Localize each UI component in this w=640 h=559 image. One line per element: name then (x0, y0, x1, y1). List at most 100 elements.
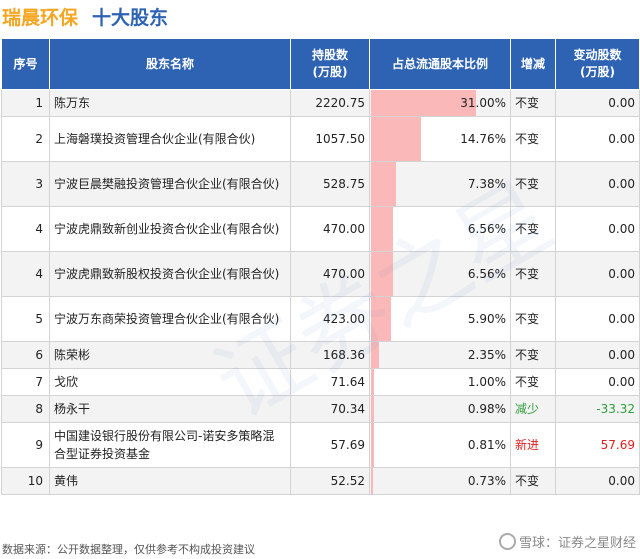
cell-rank: 9 (1, 422, 50, 468)
ratio-bar (371, 369, 375, 395)
cell-ratio: 0.73% (369, 467, 511, 495)
cell-delta: 0.00 (555, 296, 640, 342)
footer-source: 数据来源：公开数据整理，仅供参考不构成投资建议 (2, 543, 255, 556)
cell-rank: 4 (1, 251, 50, 297)
ratio-bar (371, 207, 394, 251)
col-delta[interactable]: 变动股数 (万股) (555, 38, 640, 90)
cell-delta: 0.00 (555, 89, 640, 117)
cell-shares: 470.00 (290, 206, 370, 252)
table-row[interactable]: 3 宁波巨晨樊融投资管理合伙企业(有限合伙) 528.75 7.38% 不变 0.00 (1, 161, 640, 207)
cell-shares: 2220.75 (290, 89, 370, 117)
cell-change: 不变 (510, 206, 556, 252)
cell-change: 不变 (510, 296, 556, 342)
table-row[interactable]: 5 宁波万东商荣投资管理合伙企业(有限合伙) 423.00 5.90% 不变 0.00 (1, 296, 640, 342)
col-rank[interactable]: 序号 (1, 38, 50, 90)
ratio-value: 14.76% (460, 132, 506, 146)
ratio-value: 6.56% (467, 222, 506, 236)
ratio-value: 0.81% (467, 438, 506, 452)
ratio-bar (371, 342, 379, 368)
ratio-bar (371, 162, 396, 206)
cell-delta: 0.00 (555, 467, 640, 495)
table-row[interactable]: 4 宁波虎鼎致新创业投资合伙企业(有限合伙) 470.00 6.56% 不变 0.00 (1, 206, 640, 252)
col-name[interactable]: 股东名称 (49, 38, 291, 90)
company-name: 瑞晨环保 (2, 7, 79, 29)
cell-change: 不变 (510, 251, 556, 297)
table-row[interactable]: 1 陈万东 2220.75 31.00% 不变 0.00 (1, 89, 640, 117)
cell-delta: -33.32 (555, 395, 640, 423)
cell-change: 不变 (510, 467, 556, 495)
table-row[interactable]: 9 中国建设银行股份有限公司-诺安多策略混合型证券投资基金 57.69 0.81% 新进… (1, 422, 640, 468)
cell-name: 宁波巨晨樊融投资管理合伙企业(有限合伙) (49, 161, 291, 207)
footer-brand: 雪球：证券之星财经 (498, 532, 636, 551)
cell-rank: 4 (1, 206, 50, 252)
cell-shares: 1057.50 (290, 116, 370, 162)
cell-name: 黄伟 (49, 467, 291, 495)
cell-name: 上海磐璞投资管理合伙企业(有限合伙) (49, 116, 291, 162)
ratio-value: 7.38% (467, 177, 506, 191)
cell-shares: 528.75 (290, 161, 370, 207)
shareholder-table: 序号 股东名称 持股数 (万股) 占总流通股本比例 增减 变动股数 (万股) 1… (1, 38, 640, 495)
ratio-value: 1.00% (467, 375, 506, 389)
cell-rank: 1 (1, 89, 50, 117)
section-title: 十大股东 (92, 7, 169, 29)
cell-change: 不变 (510, 368, 556, 396)
cell-name: 宁波虎鼎致新股权投资合伙企业(有限合伙) (49, 251, 291, 297)
table-row[interactable]: 7 戈欣 71.64 1.00% 不变 0.00 (1, 368, 640, 396)
cell-name: 戈欣 (49, 368, 291, 396)
cell-delta: 0.00 (555, 341, 640, 369)
cell-ratio: 5.90% (369, 296, 511, 342)
cell-ratio: 0.98% (369, 395, 511, 423)
cell-shares: 470.00 (290, 251, 370, 297)
ratio-bar (371, 396, 375, 422)
cell-delta: 0.00 (555, 251, 640, 297)
ratio-value: 6.56% (467, 267, 506, 281)
cell-delta: 0.00 (555, 206, 640, 252)
ratio-value: 5.90% (467, 312, 506, 326)
cell-ratio: 6.56% (369, 206, 511, 252)
col-change[interactable]: 增减 (510, 38, 556, 90)
cell-delta: 57.69 (555, 422, 640, 468)
ratio-bar (371, 252, 394, 296)
cell-ratio: 6.56% (369, 251, 511, 297)
ratio-bar (371, 423, 374, 467)
ratio-value: 0.73% (467, 474, 506, 488)
col-ratio[interactable]: 占总流通股本比例 (369, 38, 511, 90)
cell-rank: 10 (1, 467, 50, 495)
cell-shares: 71.64 (290, 368, 370, 396)
title-bar: 瑞晨环保 十大股东 (0, 0, 640, 34)
table-row[interactable]: 8 杨永干 70.34 0.98% 减少 -33.32 (1, 395, 640, 423)
table-row[interactable]: 6 陈荣彬 168.36 2.35% 不变 0.00 (1, 341, 640, 369)
ratio-value: 2.35% (467, 348, 506, 362)
cell-name: 中国建设银行股份有限公司-诺安多策略混合型证券投资基金 (49, 422, 291, 468)
table-header-row: 序号 股东名称 持股数 (万股) 占总流通股本比例 增减 变动股数 (万股) (1, 38, 640, 90)
cell-ratio: 31.00% (369, 89, 511, 117)
cell-change: 不变 (510, 161, 556, 207)
cell-change: 不变 (510, 341, 556, 369)
table-body: 1 陈万东 2220.75 31.00% 不变 0.00 2 上海磐璞投资管理合伙企业(有限合… (1, 89, 640, 495)
snowball-logo-icon (498, 533, 516, 550)
ratio-bar (371, 117, 421, 161)
cell-delta: 0.00 (555, 161, 640, 207)
cell-shares: 57.69 (290, 422, 370, 468)
col-shares[interactable]: 持股数 (万股) (290, 38, 370, 90)
cell-name: 杨永干 (49, 395, 291, 423)
table-row[interactable]: 10 黄伟 52.52 0.73% 不变 0.00 (1, 467, 640, 495)
cell-ratio: 1.00% (369, 368, 511, 396)
cell-name: 陈万东 (49, 89, 291, 117)
cell-rank: 7 (1, 368, 50, 396)
table-row[interactable]: 4 宁波虎鼎致新股权投资合伙企业(有限合伙) 470.00 6.56% 不变 0.00 (1, 251, 640, 297)
cell-ratio: 2.35% (369, 341, 511, 369)
ratio-bar (371, 297, 391, 341)
ratio-value: 0.98% (467, 402, 506, 416)
ratio-value: 31.00% (460, 96, 506, 110)
cell-name: 宁波虎鼎致新创业投资合伙企业(有限合伙) (49, 206, 291, 252)
brand-label: 雪球：证券之星财经 (518, 536, 636, 551)
cell-change: 不变 (510, 89, 556, 117)
cell-shares: 70.34 (290, 395, 370, 423)
cell-rank: 6 (1, 341, 50, 369)
ratio-bar (371, 90, 476, 116)
cell-ratio: 7.38% (369, 161, 511, 207)
table-row[interactable]: 2 上海磐璞投资管理合伙企业(有限合伙) 1057.50 14.76% 不变 0.00 (1, 116, 640, 162)
cell-change: 新进 (510, 422, 556, 468)
cell-change: 减少 (510, 395, 556, 423)
